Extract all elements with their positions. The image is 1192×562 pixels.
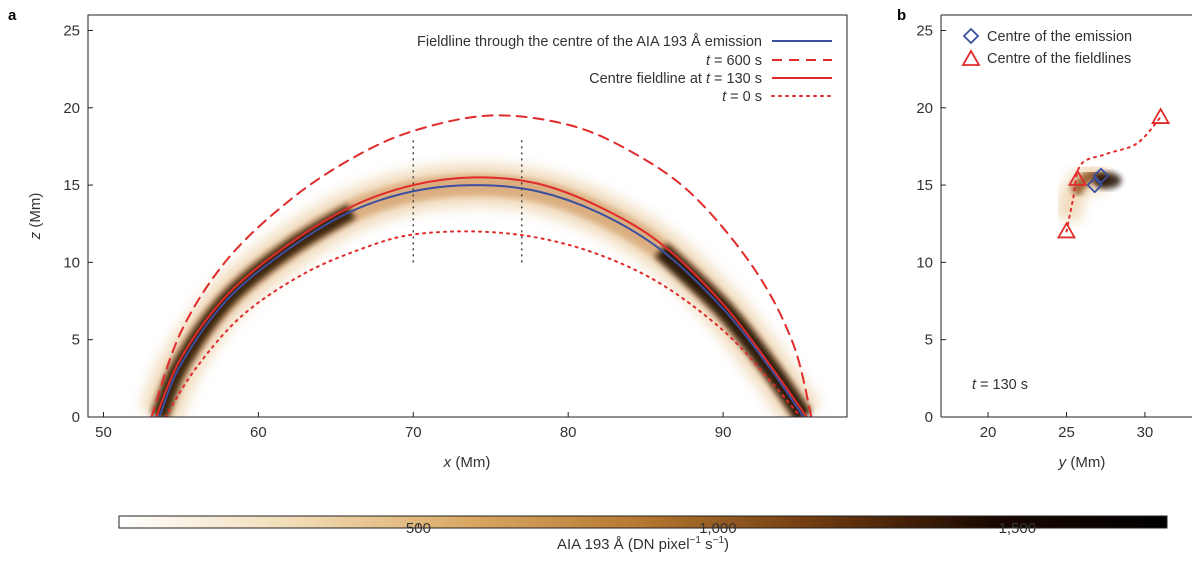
fieldline-centre-marker-1 [1067,169,1088,186]
legend-b: Centre of the emission Centre of the fie… [961,27,1132,67]
colorbar-label: AIA 193 Å (DN pixel−1 s−1) [557,535,729,553]
x-tick-label-a-2: 70 [405,424,422,441]
y-tick-label-a-0: 0 [72,409,80,426]
axis-ticks-a: 50 60 70 80 90 0 5 10 15 20 25 [63,22,731,441]
plot-frame-a [87,14,848,418]
y-tick-label-b-2: 10 [916,254,933,271]
y-axis-label-a: z (Mm) [27,193,44,241]
emission-heatmap-a [138,163,822,417]
time-annotation-b: t = 130 s [972,377,1028,393]
y-tick-label-b-0: 0 [925,409,933,426]
x-tick-label-a-0: 50 [95,424,112,441]
fieldline-series-1 [150,114,813,417]
y-tick-label-b-3: 15 [916,177,933,194]
fieldline-series-2 [155,176,808,417]
x-axis-label-a: x (Mm) [443,454,491,471]
legend-a: Fieldline through the centre of the AIA … [417,33,833,105]
colorbar: 500 1,000 1,500 AIA 193 Å (DN pixel−1 s−1) [118,515,1168,553]
x-tick-label-b-2: 30 [1137,424,1154,441]
x-tick-label-a-3: 80 [560,424,577,441]
legend-diamond-marker [962,27,980,45]
panel-a: 50 60 70 80 90 0 5 10 15 20 25 x (Mm) z (Mm) Field… [27,14,848,471]
colorbar-tick-label-0: 500 [406,520,431,537]
centre-markers [1056,107,1171,239]
emission-centre-marker-1 [1092,167,1110,185]
fieldline-series [150,114,813,417]
vertical-marker-lines [412,138,523,263]
colorbar-gradient [118,515,1168,529]
colorbar-tick-label-1: 1,000 [699,520,737,537]
legend-entry-1: t = 600 s [706,53,762,69]
y-tick-label-a-3: 15 [63,177,80,194]
x-tick-label-b-1: 25 [1058,424,1075,441]
colorbar-ticks: 500 1,000 1,500 [406,520,1036,537]
legend-entry-0: Fieldline through the centre of the AIA … [417,33,762,50]
fieldline-series-3 [164,230,802,417]
legend-triangle-marker [961,49,981,66]
fieldline-centre-marker-2 [1151,107,1171,124]
x-tick-label-a-4: 90 [715,424,732,441]
y-tick-label-b-4: 20 [916,100,933,117]
panel-letter-b: b [897,7,906,24]
x-axis-label-b: y (Mm) [1058,454,1106,471]
y-tick-label-b-1: 5 [925,332,933,349]
legend-entry-emission: Centre of the emission [987,29,1132,45]
y-tick-label-a-2: 10 [63,254,80,271]
panel-letter-a: a [8,7,17,24]
emission-centre-marker-0 [1086,176,1104,194]
emission-footpoint-right [654,243,812,417]
fieldline-centre-dotted [1065,116,1162,233]
legend-entry-3: t = 0 s [722,89,762,105]
panel-b: 20 25 30 0 5 10 15 20 25 y (Mm) t = 130 s Centre… [916,14,1192,471]
legend-entry-2: Centre fieldline at t = 130 s [589,71,762,87]
legend-entry-fieldlines: Centre of the fieldlines [987,51,1131,67]
fieldline-centre-path [1065,116,1162,233]
x-tick-label-a-1: 60 [250,424,267,441]
x-tick-label-b-0: 20 [980,424,997,441]
colorbar-tick-label-2: 1,500 [999,520,1037,537]
fieldline-series-0 [158,184,805,417]
y-tick-label-b-5: 25 [916,22,933,39]
y-tick-label-a-1: 5 [72,332,80,349]
axis-ticks-b: 20 25 30 0 5 10 15 20 25 [916,22,1153,441]
y-tick-label-a-4: 20 [63,100,80,117]
y-tick-label-a-5: 25 [63,22,80,39]
fieldline-centre-marker-0 [1056,221,1077,239]
